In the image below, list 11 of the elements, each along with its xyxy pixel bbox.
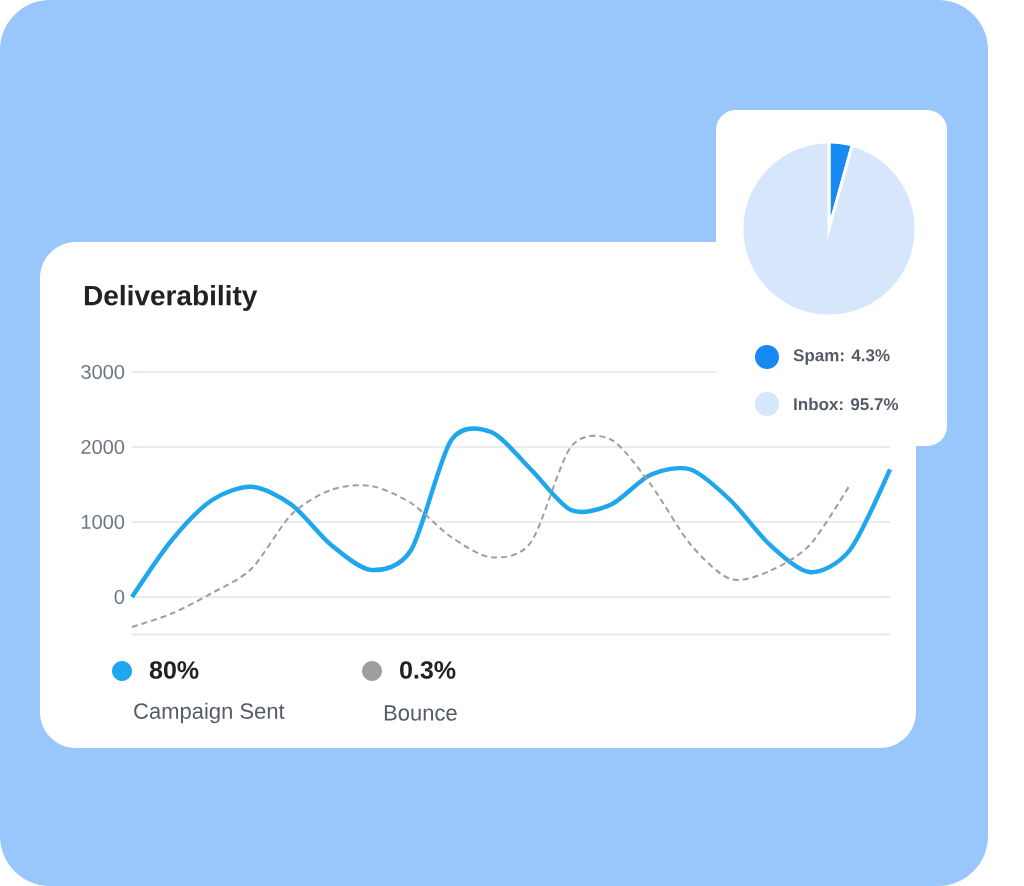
y-tick-label: 3000 xyxy=(81,364,125,380)
legend-label: Bounce xyxy=(384,705,457,721)
y-tick-label: 0 xyxy=(114,589,125,605)
y-tick-label: 2000 xyxy=(81,439,125,455)
text: 80% xyxy=(149,661,199,679)
legend-label: Inbox: 95.7% xyxy=(794,397,899,411)
y-tick-label: 1000 xyxy=(81,514,125,530)
legend-label: Spam: 4.3% xyxy=(793,349,890,365)
legend-label: Campaign Sent xyxy=(134,702,285,724)
text: 0.3% xyxy=(400,661,456,679)
chart-title: Deliverability xyxy=(84,284,258,312)
